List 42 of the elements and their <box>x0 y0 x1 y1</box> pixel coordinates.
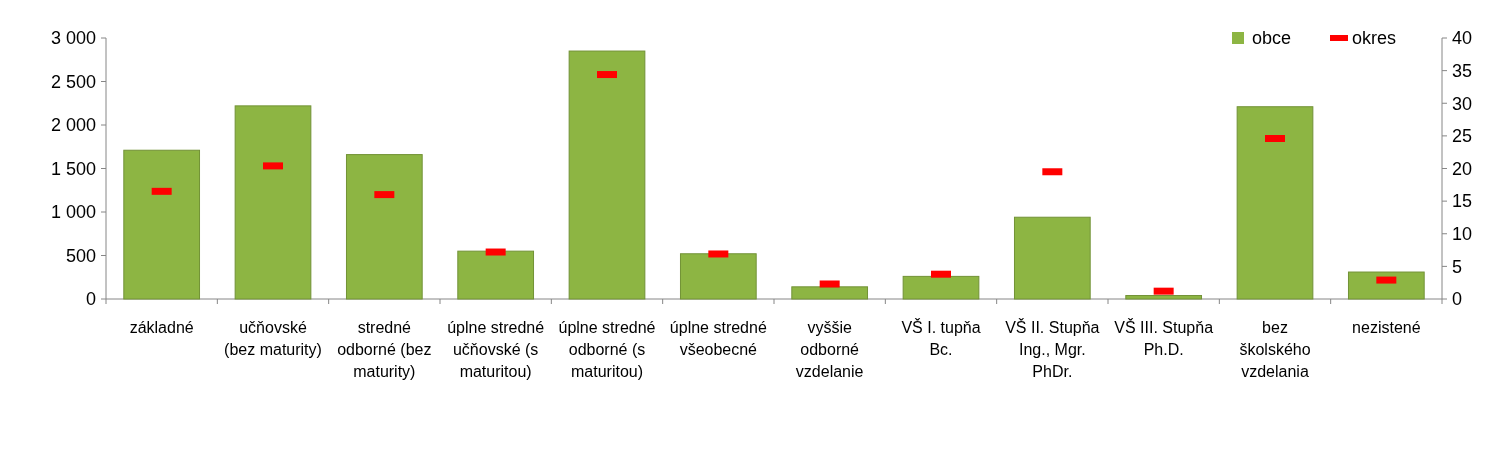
x-tick-label: stredné odborné (bez maturity) <box>337 319 432 380</box>
x-tick-label: bez školského vzdelania <box>1239 319 1311 380</box>
bar <box>679 253 757 300</box>
x-tick-label: úplne stredné všeobecné <box>669 319 767 358</box>
x-tick-label: úplne stredné učňovské (s maturitou) <box>447 319 545 380</box>
bar <box>1013 216 1091 300</box>
y-tick-label: 1 500 <box>50 158 96 179</box>
bar <box>457 250 535 300</box>
y-tick-label: 3 000 <box>50 28 96 49</box>
y2-tick-label: 20 <box>1452 158 1473 179</box>
y2-tick-label: 25 <box>1452 126 1473 147</box>
x-tick-label: VŠ I. tupňa Bc. <box>901 318 981 358</box>
x-tick-label: úplne stredné odborné (s maturitou) <box>558 319 656 380</box>
y2-tick-label: 35 <box>1452 60 1473 81</box>
y2-tick-label: 0 <box>1452 289 1463 310</box>
y-tick-label: 0 <box>85 289 96 310</box>
bar <box>234 105 312 300</box>
x-tick-label: vyššie odborné vzdelanie <box>795 319 864 380</box>
legend-label: okres <box>1352 28 1397 49</box>
y-tick-label: 2 000 <box>50 115 96 136</box>
x-tick-label: učňovské (bez maturity) <box>224 319 322 358</box>
x-tick-label: VŠ II. Stupňa Ing., Mgr. PhDr. <box>1005 318 1100 380</box>
bar <box>1236 106 1314 300</box>
bar <box>1347 271 1425 300</box>
bar <box>791 286 869 300</box>
bar <box>1125 295 1203 300</box>
x-tick-label: VŠ III. Stupňa Ph.D. <box>1114 318 1214 358</box>
legend-label: obce <box>1252 28 1292 49</box>
y-tick-label: 2 500 <box>50 71 96 92</box>
x-tick-label: základné <box>129 319 194 336</box>
y-tick-label: 1 000 <box>50 202 96 223</box>
y2-tick-label: 5 <box>1452 256 1463 277</box>
y2-tick-label: 30 <box>1452 93 1473 114</box>
bar <box>345 154 423 300</box>
bar <box>123 149 201 300</box>
y2-tick-label: 40 <box>1452 28 1473 49</box>
bar <box>568 50 646 300</box>
x-tick-label: nezistené <box>1352 319 1421 336</box>
bar <box>902 275 980 300</box>
y2-tick-label: 10 <box>1452 224 1473 245</box>
y2-tick-label: 15 <box>1452 191 1473 212</box>
y-tick-label: 500 <box>65 245 96 266</box>
